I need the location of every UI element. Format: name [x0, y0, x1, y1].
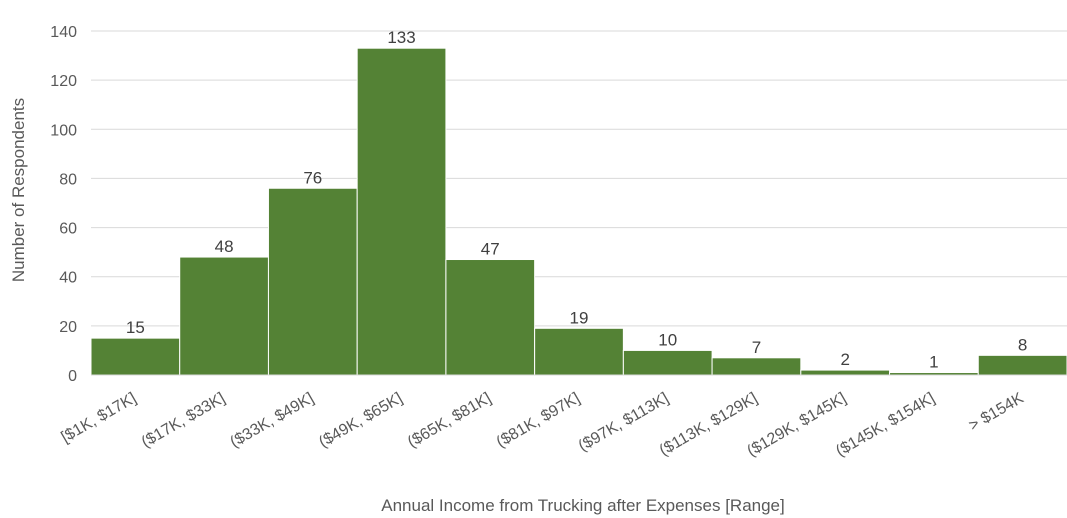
bar [977, 354, 1067, 376]
y-tick-labels: 0 20 40 60 80 100 120 140 [50, 24, 77, 385]
bar [356, 47, 447, 376]
bar [445, 259, 536, 376]
y-tick-label: 140 [50, 24, 77, 41]
y-tick-label: 100 [50, 122, 77, 139]
bar [267, 187, 358, 376]
bar [800, 369, 891, 376]
data-label: 19 [570, 308, 589, 327]
x-category-label: [$1K, $17K] [58, 390, 139, 447]
x-category-label: ($49K, $65K] [316, 390, 405, 451]
bar [622, 349, 713, 376]
x-category-labels: [$1K, $17K] ($17K, $33K] ($33K, $49K] ($49K… [58, 390, 1026, 460]
data-label: 48 [215, 237, 234, 256]
x-category-label: ($129K, $145K] [744, 390, 849, 460]
x-category-label: ($145K, $154K] [833, 390, 938, 460]
data-label: 47 [481, 240, 500, 259]
x-category-label: ($17K, $33K] [139, 390, 228, 451]
y-tick-label: 120 [50, 73, 77, 90]
bar [90, 337, 181, 376]
y-tick-label: 60 [59, 221, 77, 238]
bar [711, 357, 802, 376]
bars [90, 47, 1067, 376]
y-tick-label: 0 [68, 368, 77, 385]
y-tick-label: 20 [59, 319, 77, 336]
y-axis-title: Number of Respondents [9, 98, 28, 282]
x-axis-title: Annual Income from Trucking after Expens… [381, 496, 784, 515]
y-tick-label: 80 [59, 171, 77, 188]
bar [179, 256, 269, 376]
x-category-label: ($113K, $129K] [657, 390, 761, 460]
data-labels: 15 48 76 133 47 19 10 7 2 1 8 [126, 28, 1027, 371]
data-label: 76 [303, 168, 322, 187]
data-label: 2 [840, 350, 849, 369]
x-category-label: ($65K, $81K] [405, 390, 494, 451]
x-category-label: > $154K [966, 390, 1027, 435]
data-label: 1 [929, 353, 938, 372]
y-tick-label: 40 [59, 270, 77, 287]
bar [534, 327, 624, 376]
data-label: 7 [752, 338, 761, 357]
data-label: 15 [126, 318, 145, 337]
data-label: 133 [387, 28, 415, 47]
data-label: 10 [658, 330, 677, 349]
data-label: 8 [1018, 335, 1027, 354]
x-category-label: ($81K, $97K] [494, 390, 583, 451]
x-category-label: ($33K, $49K] [227, 390, 316, 451]
